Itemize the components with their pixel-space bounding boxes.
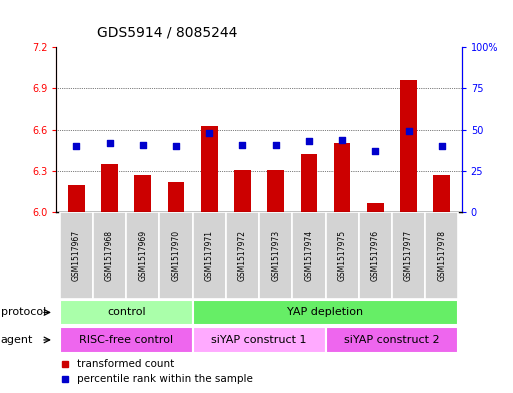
Bar <box>359 212 392 299</box>
Point <box>205 130 213 136</box>
Bar <box>259 212 292 299</box>
Point <box>338 136 346 143</box>
Bar <box>400 80 417 212</box>
Bar <box>326 212 359 299</box>
Point <box>371 148 380 154</box>
Point <box>305 138 313 144</box>
Bar <box>134 175 151 212</box>
Bar <box>425 212 459 299</box>
Point <box>271 141 280 148</box>
Text: GSM1517969: GSM1517969 <box>139 230 147 281</box>
Bar <box>192 212 226 299</box>
Bar <box>292 212 326 299</box>
Text: GDS5914 / 8085244: GDS5914 / 8085244 <box>97 26 238 40</box>
Text: percentile rank within the sample: percentile rank within the sample <box>77 374 252 384</box>
Bar <box>192 300 459 325</box>
Text: GSM1517976: GSM1517976 <box>371 230 380 281</box>
Point <box>404 128 412 134</box>
Point <box>106 140 114 146</box>
Point <box>139 141 147 148</box>
Text: transformed count: transformed count <box>77 358 174 369</box>
Text: GSM1517975: GSM1517975 <box>338 230 347 281</box>
Bar <box>367 203 384 212</box>
Text: GSM1517978: GSM1517978 <box>437 230 446 281</box>
Bar <box>60 327 192 353</box>
Text: GSM1517973: GSM1517973 <box>271 230 280 281</box>
Text: GSM1517974: GSM1517974 <box>304 230 313 281</box>
Bar <box>192 327 326 353</box>
Bar <box>126 212 160 299</box>
Text: YAP depletion: YAP depletion <box>287 307 364 318</box>
Point <box>438 143 446 149</box>
Text: GSM1517967: GSM1517967 <box>72 230 81 281</box>
Bar <box>60 300 192 325</box>
Bar <box>234 170 251 212</box>
Text: protocol: protocol <box>1 307 46 318</box>
Text: RISC-free control: RISC-free control <box>79 335 173 345</box>
Bar <box>301 154 317 212</box>
Bar <box>68 185 85 212</box>
Bar <box>93 212 126 299</box>
Bar <box>334 143 350 212</box>
Bar <box>267 170 284 212</box>
Bar <box>101 164 118 212</box>
Bar <box>168 182 184 212</box>
Point <box>172 143 180 149</box>
Bar <box>326 327 459 353</box>
Text: GSM1517970: GSM1517970 <box>171 230 181 281</box>
Bar <box>60 212 93 299</box>
Text: control: control <box>107 307 146 318</box>
Text: GSM1517972: GSM1517972 <box>238 230 247 281</box>
Bar <box>201 126 218 212</box>
Bar <box>160 212 192 299</box>
Bar <box>392 212 425 299</box>
Text: GSM1517968: GSM1517968 <box>105 230 114 281</box>
Text: GSM1517971: GSM1517971 <box>205 230 214 281</box>
Bar <box>226 212 259 299</box>
Point <box>72 143 81 149</box>
Text: GSM1517977: GSM1517977 <box>404 230 413 281</box>
Point <box>239 141 247 148</box>
Text: agent: agent <box>1 335 33 345</box>
Text: siYAP construct 1: siYAP construct 1 <box>211 335 307 345</box>
Text: siYAP construct 2: siYAP construct 2 <box>344 335 440 345</box>
Bar <box>433 175 450 212</box>
